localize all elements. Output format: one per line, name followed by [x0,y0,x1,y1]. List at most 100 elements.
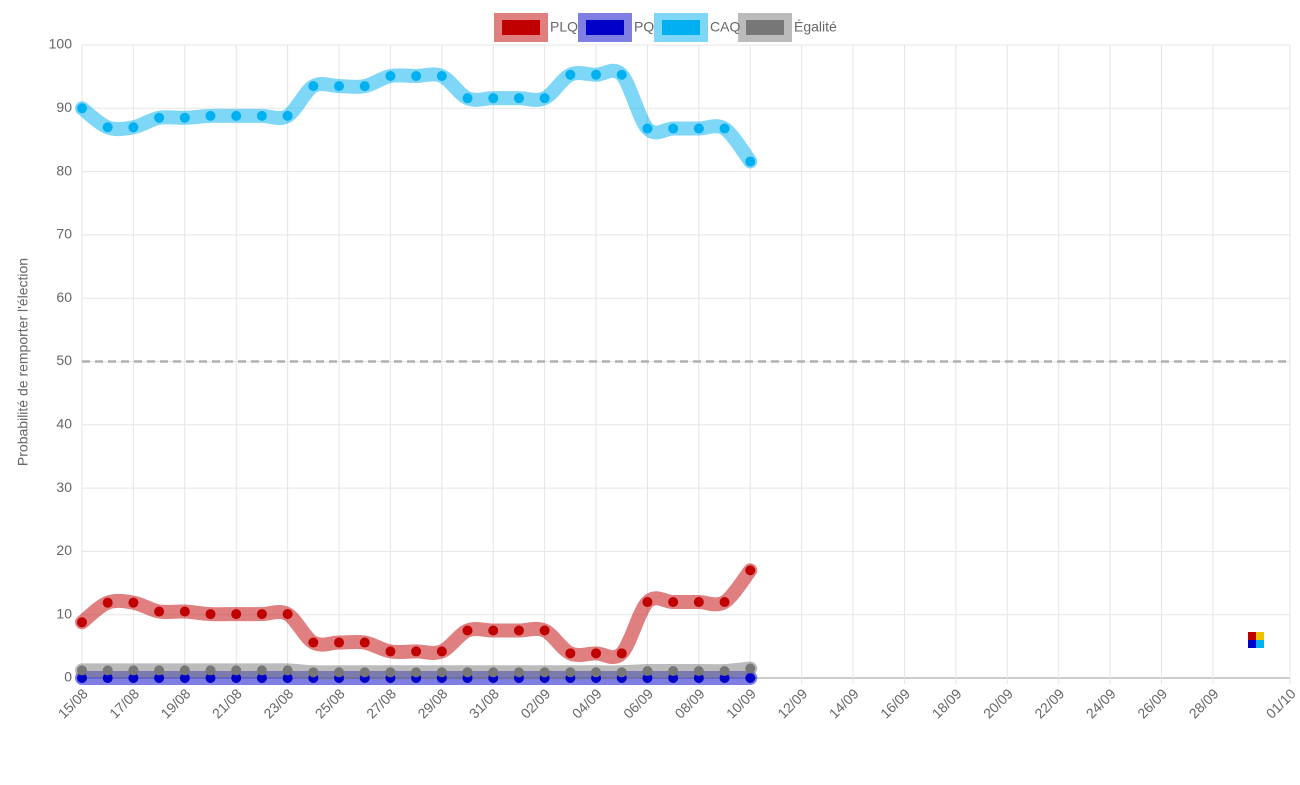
data-point [616,69,627,80]
x-tick-label: 31/08 [466,685,502,721]
data-point [488,667,499,678]
legend-swatch-inner [502,20,540,35]
data-point [308,667,319,678]
y-tick-label: 60 [56,289,72,305]
x-tick-label: 26/09 [1134,685,1170,721]
data-point [102,122,113,133]
data-point [411,667,422,678]
data-point [719,123,730,134]
data-point [282,665,293,676]
data-point [231,665,242,676]
data-point [334,667,345,678]
data-point [282,609,293,620]
x-tick-label: 08/09 [671,685,707,721]
data-point [693,597,704,608]
data-point [616,667,627,678]
data-point [719,597,730,608]
data-point [745,565,756,576]
data-point [565,69,576,80]
data-point [462,625,473,636]
x-tick-label: 25/08 [312,685,348,721]
x-tick-label: 10/09 [723,685,759,721]
data-point [205,110,216,121]
data-point [77,665,87,676]
x-tick-label: 19/08 [157,685,193,721]
data-point [231,110,242,121]
data-point [231,673,242,683]
data-point [642,123,653,134]
data-point [436,667,447,678]
data-point [488,93,499,104]
x-tick-label: 24/09 [1083,685,1119,721]
data-point [282,110,293,121]
data-point [179,673,190,683]
y-axis-label: Probabilité de remporter l'élection [15,258,31,466]
data-point [436,646,447,657]
data-point [719,673,730,683]
data-point [565,667,576,678]
legend-label: PLQ [550,19,578,35]
data-point [102,597,113,608]
data-point [154,665,165,676]
x-tick-label: 28/09 [1186,685,1222,721]
x-tick-label: 06/09 [620,685,656,721]
x-tick-label: 02/09 [517,685,553,721]
y-tick-label: 70 [56,226,72,242]
y-tick-label: 90 [56,99,72,115]
x-tick-label: 15/08 [55,685,91,721]
logo [1248,632,1264,648]
data-point [334,637,345,648]
x-tick-label: 20/09 [980,685,1016,721]
data-point [205,665,216,676]
data-point [642,597,653,608]
data-point [668,673,679,683]
y-tick-label: 80 [56,162,72,178]
data-point [539,667,550,678]
data-point [359,81,370,92]
x-tick-label: 27/08 [363,685,399,721]
x-tick-label: 21/08 [209,685,245,721]
data-point [591,69,602,80]
data-point [462,667,473,678]
data-point [642,666,653,677]
x-tick-label: 14/09 [826,685,862,721]
data-point [77,103,87,114]
data-point [513,93,524,104]
x-tick-label: 17/08 [106,685,142,721]
data-point [359,667,370,678]
y-tick-label: 100 [49,36,73,52]
legend-swatch-inner [662,20,700,35]
data-point [411,646,422,657]
data-point [513,667,524,678]
y-tick-label: 30 [56,479,72,495]
data-point [411,71,422,82]
x-tick-label: 04/09 [569,685,605,721]
data-point [591,667,602,678]
data-point [385,646,396,657]
data-point [745,673,756,683]
data-point [205,609,216,620]
data-point [745,663,756,674]
x-tick-label: 22/09 [1031,685,1067,721]
data-point [256,665,267,676]
data-point [693,673,704,683]
data-point [128,597,139,608]
data-point [77,617,87,628]
legend-swatch-inner [586,20,624,35]
legend-label: Égalité [794,19,837,35]
data-point [668,123,679,134]
x-tick-label: 16/09 [877,685,913,721]
data-point [668,666,679,677]
data-point [513,625,524,636]
data-point [179,606,190,617]
data-point [616,648,627,659]
data-point [154,112,165,123]
y-tick-label: 10 [56,605,72,621]
data-point [565,648,576,659]
x-tick-label: 29/08 [414,685,450,721]
data-point [256,673,267,683]
data-point [539,93,550,104]
data-point [154,673,165,683]
data-point [359,637,370,648]
